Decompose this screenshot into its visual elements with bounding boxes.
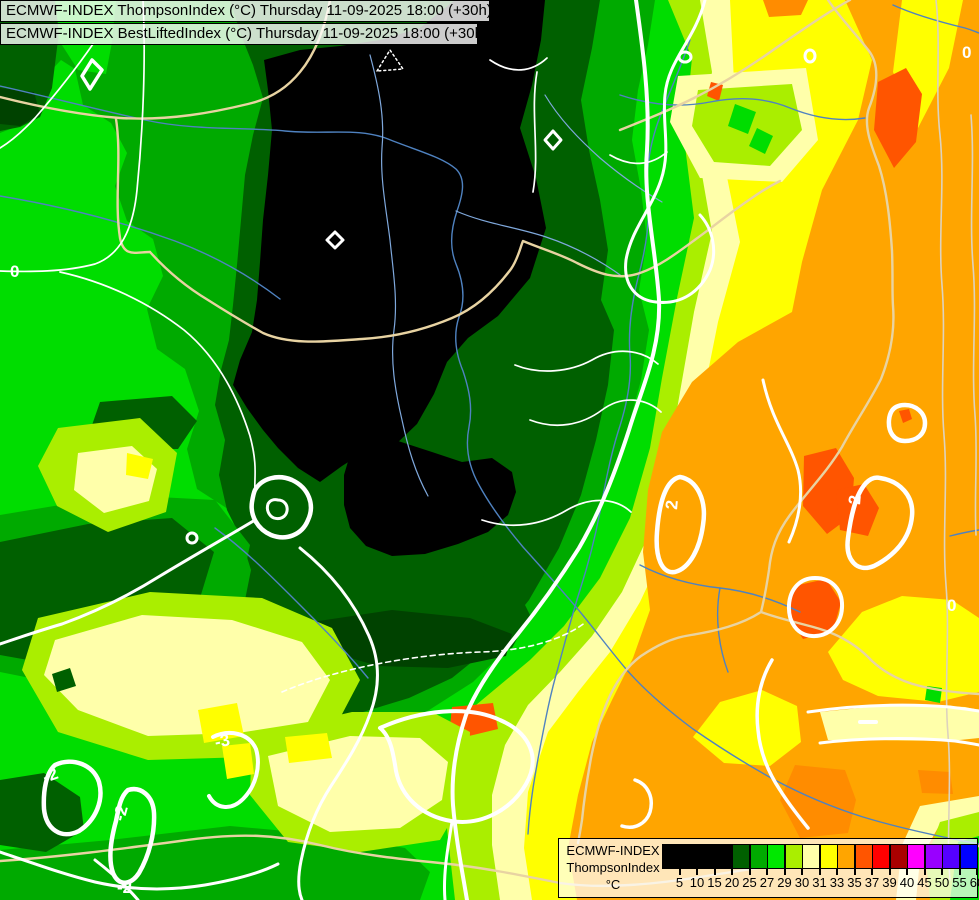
legend-tick-label: 15 — [707, 875, 722, 890]
legend-tick-label: 37 — [864, 875, 880, 890]
map-title-best-lifted-index: ECMWF-INDEX BestLiftedIndex (°C) Thursda… — [0, 23, 488, 45]
legend-tick-label: 33 — [829, 875, 845, 890]
legend-tick-label: 30 — [794, 875, 810, 890]
contour-label: -2 — [40, 764, 61, 787]
legend-tick — [801, 869, 803, 875]
legend-tick-label: 31 — [812, 875, 827, 890]
legend-cell — [924, 844, 943, 869]
legend-tick-label: 55 — [952, 875, 967, 890]
legend-tick — [713, 869, 716, 875]
contour-label: 2 — [662, 499, 682, 510]
legend: ECMWF-INDEX ThompsonIndex °C 5 10 15 20 25 27… — [558, 838, 979, 898]
legend-cell — [959, 844, 978, 869]
legend-colorbar: 5 1015202527293031333537394045505560 — [559, 839, 979, 897]
legend-cell — [679, 844, 698, 869]
legend-tick — [836, 869, 838, 875]
legend-tick — [923, 869, 926, 875]
legend-cell — [819, 844, 838, 869]
legend-tick — [853, 869, 856, 875]
legend-tick — [783, 869, 786, 875]
legend-titles: ECMWF-INDEX ThompsonIndex °C — [565, 842, 661, 893]
legend-cell — [662, 844, 680, 869]
legend-tick — [888, 869, 891, 875]
fill-regions-southwest — [0, 396, 470, 900]
legend-tick — [766, 869, 768, 875]
legend-tick-label: 10 — [689, 875, 705, 890]
legend-tick — [958, 869, 961, 875]
contour-label: 0 — [947, 596, 956, 615]
legend-tick-label: 39 — [882, 875, 897, 890]
contour-label: -2 — [110, 804, 132, 824]
legend-cell — [802, 844, 820, 869]
legend-tick — [678, 869, 681, 875]
legend-cell — [749, 844, 768, 869]
legend-tick-label: 45 — [917, 875, 932, 890]
legend-cell — [854, 844, 873, 869]
legend-cell — [784, 844, 803, 869]
legend-tick — [731, 869, 733, 875]
legend-tick-label: 40 — [899, 875, 915, 890]
contour-label: 2 — [845, 494, 865, 505]
legend-tick — [818, 869, 821, 875]
fill-regions-east — [442, 0, 979, 900]
legend-tick — [906, 869, 908, 875]
legend-cell — [942, 844, 960, 869]
legend-index-name: ThompsonIndex — [566, 860, 660, 875]
legend-cell — [697, 844, 715, 869]
legend-tick — [696, 869, 698, 875]
legend-cell — [767, 844, 785, 869]
legend-tick — [941, 869, 943, 875]
legend-tick-label: 60 — [969, 875, 979, 890]
map-title-thompson-index: ECMWF-INDEX ThompsonIndex (°C) Thursday … — [0, 0, 492, 22]
legend-unit: °C — [605, 877, 621, 892]
legend-tick-label: 50 — [934, 875, 950, 890]
legend-tick-label: 20 — [724, 875, 740, 890]
contour-labels: 0 -2 -2 -3 -2 2 2 0 0 — [10, 43, 971, 897]
legend-tick-label: 25 — [742, 875, 757, 890]
legend-tick — [871, 869, 873, 875]
legend-tick-label: 29 — [777, 875, 792, 890]
contour-label: -3 — [213, 730, 232, 752]
legend-tick — [748, 869, 751, 875]
legend-tick-label: 27 — [759, 875, 775, 890]
contour-label: 0 — [10, 262, 19, 281]
contour-label: 0 — [962, 43, 971, 62]
legend-tick-label: 5 — [675, 875, 684, 890]
legend-cell — [837, 844, 855, 869]
legend-cell — [907, 844, 925, 869]
legend-tick — [976, 869, 978, 875]
legend-cell — [889, 844, 908, 869]
legend-cell — [732, 844, 750, 869]
legend-model-name: ECMWF-INDEX — [566, 843, 660, 858]
legend-tick-label: 35 — [847, 875, 862, 890]
contour-label: -2 — [117, 878, 132, 897]
legend-cell — [872, 844, 890, 869]
legend-cell — [714, 844, 733, 869]
